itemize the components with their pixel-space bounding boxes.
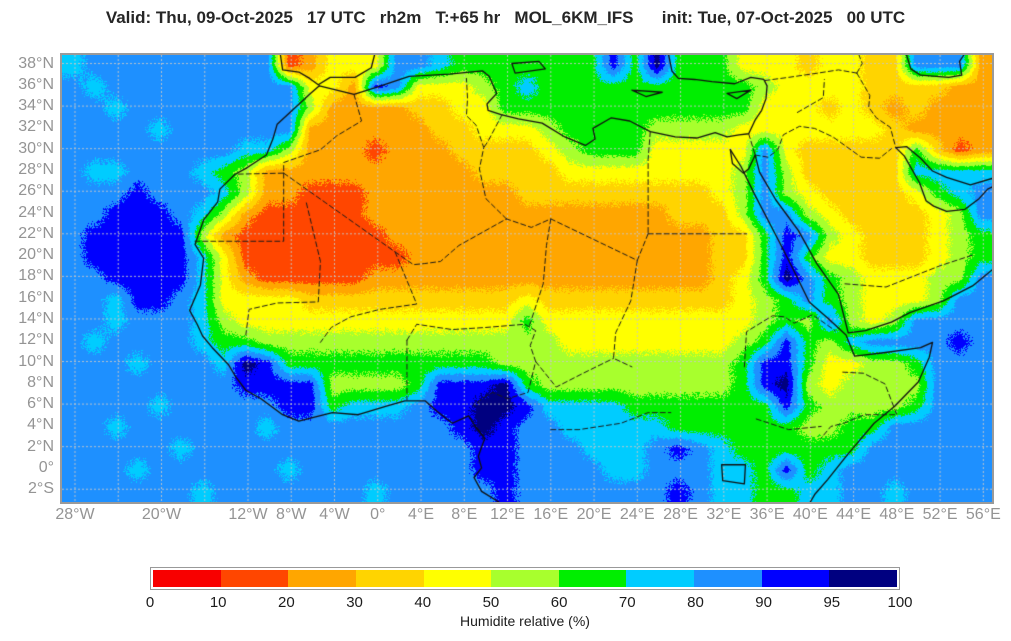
lon-label: 0°	[370, 506, 386, 523]
colorbar-tick-label: 0	[145, 594, 155, 611]
lat-label: 32°N	[18, 118, 54, 136]
lat-label: 34°N	[18, 97, 54, 115]
lon-label: 56°E	[965, 506, 1001, 523]
colorbar-segment	[153, 570, 221, 587]
lat-label: 2°N	[27, 437, 54, 455]
colorbar-tick-label: 100	[887, 594, 913, 611]
lat-label: 0°	[38, 458, 54, 476]
colorbar-segment	[288, 570, 356, 587]
colorbar-tick-label: 30	[346, 594, 363, 611]
lon-label: 20°E	[576, 506, 612, 523]
colorbar-segment	[355, 570, 424, 587]
lon-label: 32°E	[706, 506, 742, 523]
lat-label: 4°N	[27, 416, 54, 434]
humidity-map-canvas	[62, 55, 992, 502]
lon-label: 8°W	[276, 506, 307, 523]
lon-label: 28°W	[55, 506, 95, 523]
colorbar-caption: Humidite relative (%)	[460, 613, 590, 629]
lat-label: 22°N	[18, 224, 54, 242]
lat-label: 6°N	[27, 395, 54, 413]
lon-label: 16°E	[533, 506, 569, 523]
map-frame	[60, 53, 994, 504]
colorbar	[150, 567, 900, 590]
lat-label: 24°N	[18, 203, 54, 221]
lat-label: 30°N	[18, 139, 54, 157]
colorbar-tick-label: 10	[209, 594, 227, 611]
lon-label: 48°E	[879, 506, 915, 523]
lat-label: 2°S	[28, 480, 54, 498]
lat-label: 18°N	[18, 267, 54, 285]
lat-label: 20°N	[18, 246, 54, 264]
lon-label: 52°E	[922, 506, 958, 523]
lat-label: 8°N	[27, 373, 54, 391]
colorbar-segment	[220, 570, 289, 587]
lon-label: 4°E	[408, 506, 434, 523]
colorbar-tick-label: 95	[823, 594, 841, 611]
lon-label: 36°E	[749, 506, 785, 523]
colorbar-segment	[694, 570, 762, 587]
lon-label: 24°E	[619, 506, 655, 523]
lon-label: 28°E	[663, 506, 698, 523]
colorbar-tick-label: 50	[482, 594, 500, 611]
lat-label: 14°N	[18, 309, 54, 327]
lon-label: 44°E	[836, 506, 872, 523]
colorbar-tick-label: 70	[618, 594, 636, 611]
lon-label: 40°E	[792, 506, 828, 523]
colorbar-tick-label: 20	[278, 594, 295, 611]
lon-label: 20°W	[141, 506, 182, 523]
lon-label: 4°W	[319, 506, 350, 523]
colorbar-tick-label: 90	[755, 594, 772, 611]
colorbar-segment	[626, 570, 695, 587]
colorbar-segment	[558, 570, 627, 587]
lat-label: 28°N	[18, 160, 54, 178]
lat-label: 38°N	[18, 54, 54, 72]
colorbar-tick-label: 80	[687, 594, 704, 611]
lon-label: 12°W	[228, 506, 268, 523]
lat-label: 26°N	[18, 182, 54, 200]
colorbar-segment	[761, 570, 830, 587]
lat-label: 10°N	[18, 352, 54, 370]
colorbar-tick-label: 60	[550, 594, 568, 611]
colorbar-segment	[491, 570, 559, 587]
lat-label: 12°N	[18, 331, 54, 349]
plot-title: Valid: Thu, 09-Oct-2025 17 UTC rh2m T:+6…	[105, 8, 906, 27]
lon-label: 8°E	[451, 506, 478, 523]
lat-label: 36°N	[18, 75, 54, 93]
colorbar-segment	[423, 570, 492, 587]
lat-label: 16°N	[18, 288, 54, 306]
lon-label: 12°E	[490, 506, 525, 523]
colorbar-tick-label: 40	[414, 594, 432, 611]
colorbar-segment	[829, 570, 898, 587]
